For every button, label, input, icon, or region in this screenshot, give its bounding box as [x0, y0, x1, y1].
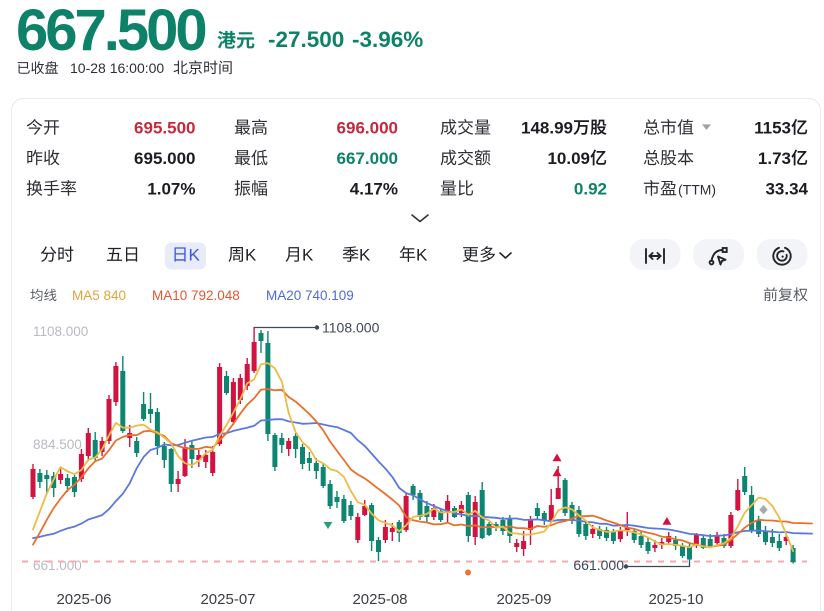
svg-text:667.500: 667.500 — [16, 0, 205, 63]
svg-text:K: K — [359, 246, 371, 265]
svg-text:1108.000: 1108.000 — [33, 324, 88, 339]
svg-text:K: K — [416, 246, 428, 265]
svg-text:695.000: 695.000 — [134, 149, 195, 168]
svg-text:-3.96%: -3.96% — [352, 27, 423, 52]
svg-text:-27.500: -27.500 — [268, 27, 344, 52]
svg-text:884.500: 884.500 — [33, 437, 82, 452]
svg-text:10.09: 10.09 — [547, 149, 590, 168]
svg-text:1.07%: 1.07% — [147, 179, 195, 198]
svg-text:1.73: 1.73 — [758, 149, 791, 168]
svg-text:2025-06: 2025-06 — [56, 591, 111, 608]
svg-text:K: K — [245, 246, 257, 265]
svg-text:4.17%: 4.17% — [350, 179, 398, 198]
svg-text:1108.000: 1108.000 — [322, 320, 380, 336]
svg-text:661.000: 661.000 — [573, 557, 624, 573]
svg-text:661.000: 661.000 — [33, 558, 82, 573]
svg-text:667.000: 667.000 — [337, 149, 398, 168]
svg-text:MA10 792.048: MA10 792.048 — [152, 288, 240, 303]
svg-text:K: K — [189, 246, 201, 265]
svg-text:2025-10: 2025-10 — [648, 591, 703, 608]
svg-text:148.99: 148.99 — [521, 118, 573, 137]
svg-text:695.500: 695.500 — [134, 118, 195, 137]
svg-text:696.000: 696.000 — [337, 118, 398, 137]
svg-text:K: K — [302, 246, 314, 265]
svg-text:(TTM): (TTM) — [678, 181, 716, 197]
svg-text:1153: 1153 — [754, 118, 791, 137]
svg-text:33.34: 33.34 — [765, 179, 808, 198]
svg-text:10-28 16:00:00: 10-28 16:00:00 — [70, 60, 164, 76]
svg-text:MA5 840: MA5 840 — [72, 288, 126, 303]
svg-text:2025-08: 2025-08 — [352, 591, 407, 608]
svg-text:2025-09: 2025-09 — [496, 591, 551, 608]
svg-text:0.92: 0.92 — [574, 179, 607, 198]
svg-text:2025-07: 2025-07 — [200, 591, 255, 608]
svg-text:MA20 740.109: MA20 740.109 — [266, 288, 354, 303]
